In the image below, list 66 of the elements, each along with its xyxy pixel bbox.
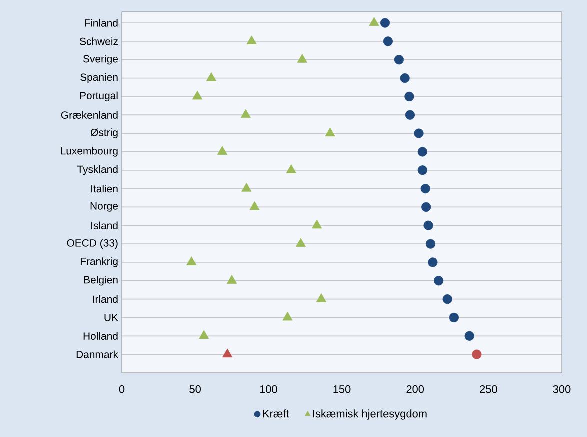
point: [297, 54, 308, 63]
x-tick-label: 50: [190, 386, 201, 394]
y-tick-label: Holland: [84, 332, 118, 340]
point: [282, 312, 293, 321]
point: [418, 166, 428, 176]
point: [426, 239, 436, 249]
y-tick-label: UK: [104, 314, 118, 322]
x-tick-label: 300: [553, 386, 571, 394]
point: [312, 220, 322, 229]
point: [394, 55, 404, 65]
point: [464, 331, 474, 341]
point: [369, 17, 380, 26]
point: [316, 294, 327, 302]
point: [405, 110, 416, 120]
point: [186, 256, 197, 266]
point: [404, 92, 414, 102]
y-tick-label: Spanien: [80, 73, 118, 84]
y-tick-label: Belgien: [84, 276, 118, 286]
y-tick-label: Østrig: [90, 128, 118, 138]
point: [217, 146, 228, 155]
point: [199, 330, 210, 340]
point: [449, 312, 460, 323]
y-tick-label: Portugal: [80, 92, 118, 102]
y-tick-label: Frankrig: [80, 258, 118, 268]
point: [434, 276, 444, 286]
point: [192, 90, 203, 100]
point: [240, 109, 251, 118]
point: [206, 72, 217, 82]
point: [414, 128, 424, 138]
point: [226, 275, 238, 284]
y-tick-label: Norge: [90, 202, 118, 212]
point: [422, 202, 432, 212]
y-tick-label: Luxembourg: [61, 147, 118, 157]
point: [246, 36, 257, 44]
y-tick-label: Finland: [85, 19, 118, 27]
point: [400, 74, 410, 84]
point: [420, 184, 430, 194]
point: [418, 147, 428, 157]
point: [325, 128, 336, 137]
point: [242, 183, 252, 192]
point: [442, 294, 452, 304]
y-tick-label: Grækenland: [61, 111, 118, 119]
point: [428, 258, 438, 268]
x-tick-label: 0: [119, 386, 125, 394]
y-tick-label: Irland: [93, 295, 118, 304]
y-tick-label: Sverige: [83, 55, 118, 65]
y-tick-label: Italien: [92, 184, 118, 193]
y-tick-label: Island: [92, 222, 118, 230]
y-tick-label: Schweiz: [80, 38, 118, 46]
x-tick-label: 200: [406, 386, 424, 394]
x-tick-label: 150: [334, 386, 351, 394]
legend-label: Iskæmisk hjertesygdom: [313, 410, 427, 420]
legend-label: Kræft: [263, 410, 290, 418]
x-tick-label: 100: [260, 386, 278, 394]
x-tick-label: 250: [480, 386, 498, 394]
y-tick-label: Tyskland: [77, 166, 118, 176]
point: [286, 164, 296, 174]
point: [296, 238, 306, 248]
point: [383, 36, 394, 46]
point: [472, 350, 482, 360]
y-tick-label: OECD (33): [67, 239, 118, 249]
point: [250, 201, 260, 210]
y-tick-label: Danmark: [76, 350, 118, 358]
point: [380, 18, 390, 28]
point: [424, 220, 434, 230]
point: [222, 348, 233, 358]
